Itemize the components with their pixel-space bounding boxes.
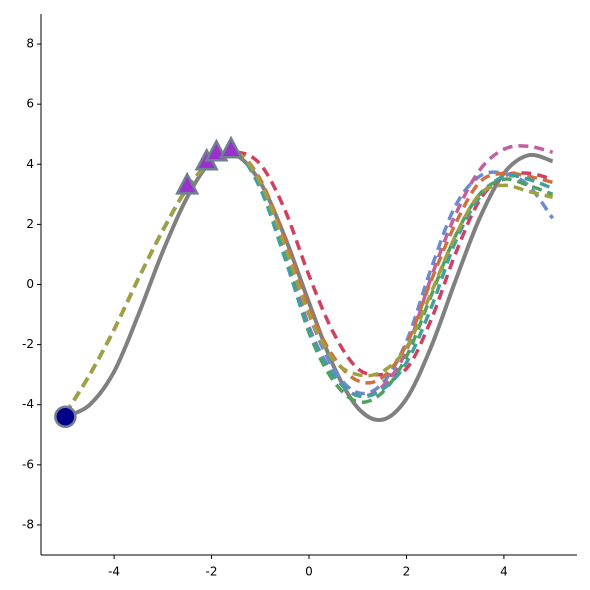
triangle-point (218, 135, 244, 159)
series-line (64, 151, 554, 423)
x-tick-label: 4 (500, 565, 508, 579)
y-tick-label: -6 (22, 457, 34, 471)
y-tick-label: -4 (22, 397, 34, 411)
y-tick-label: 2 (26, 217, 34, 231)
y-tick-label: 0 (26, 277, 34, 291)
y-tick-label: -2 (22, 337, 34, 351)
observation-point (54, 405, 77, 428)
x-tick-label: 0 (305, 565, 313, 579)
y-tick-label: 6 (26, 97, 34, 111)
series-line (63, 149, 554, 415)
x-tick-label: 2 (403, 565, 411, 579)
series-line (63, 150, 554, 415)
x-tick-label: -2 (206, 565, 218, 579)
triangle-point (175, 171, 200, 195)
series-line (63, 149, 554, 415)
y-tick-label: 8 (26, 37, 34, 51)
series-line (63, 149, 554, 415)
y-tick-label: -8 (22, 517, 34, 531)
x-tick-label: -4 (108, 565, 120, 579)
y-tick-label: 4 (26, 157, 34, 171)
